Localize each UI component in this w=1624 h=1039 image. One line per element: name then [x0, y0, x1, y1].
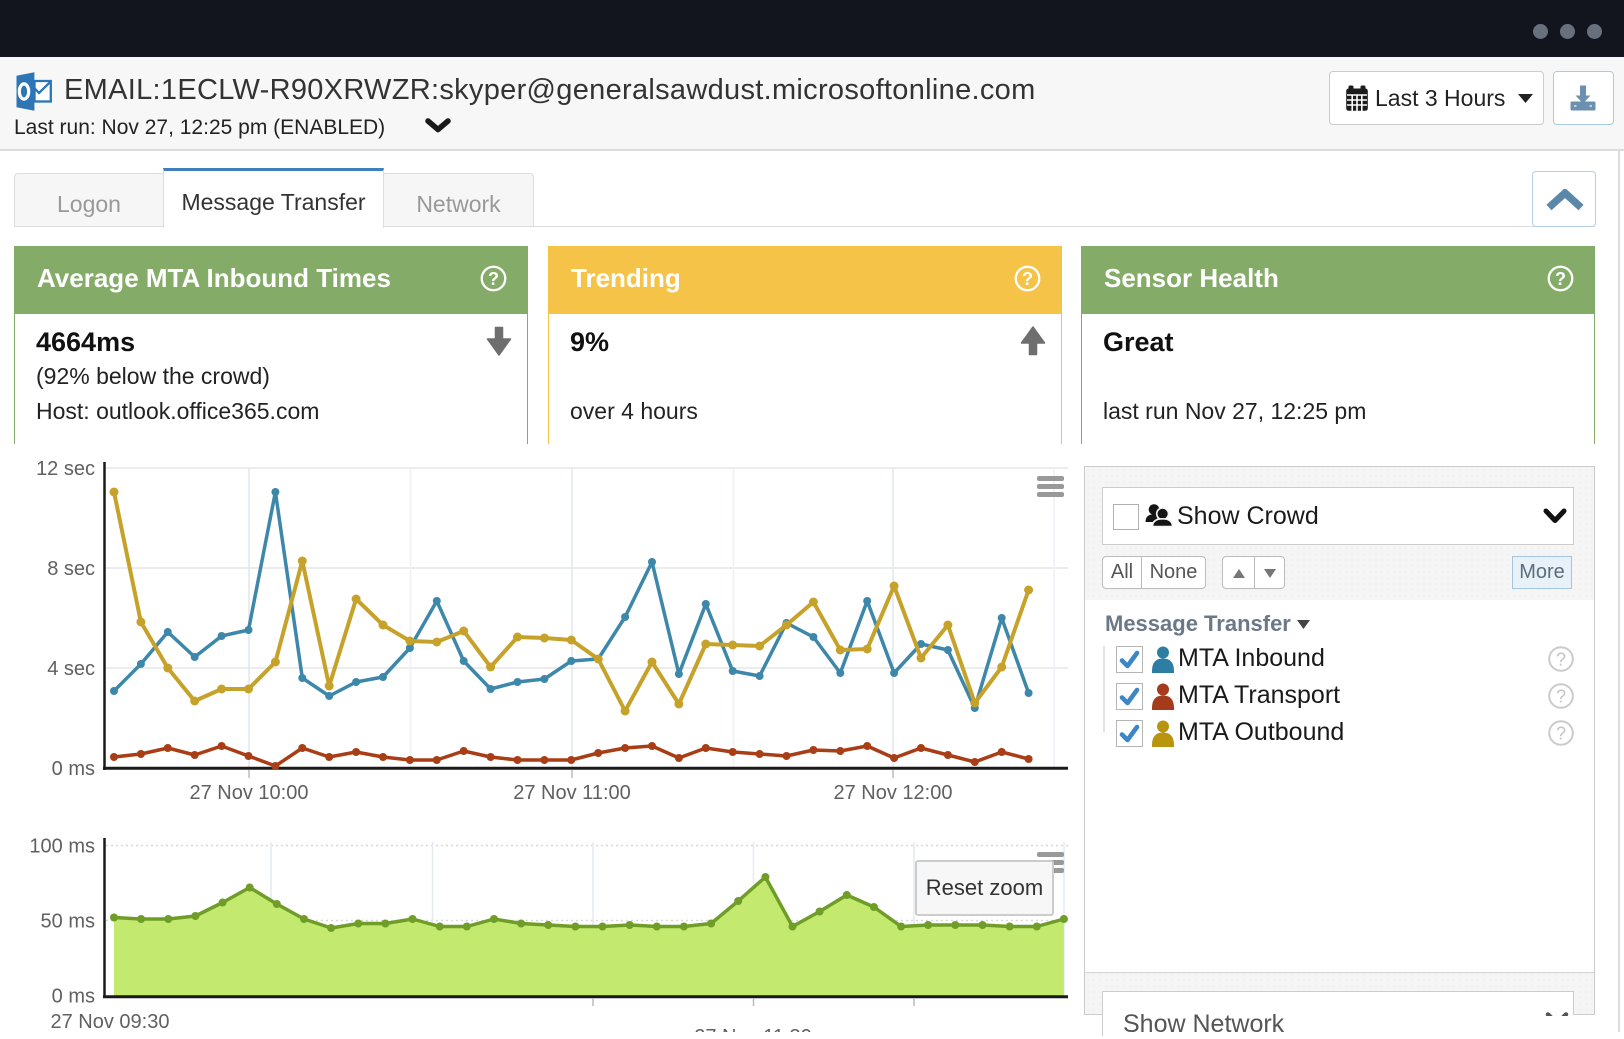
svg-text:?: ?	[1556, 650, 1566, 670]
svg-text:50 ms: 50 ms	[41, 911, 95, 933]
svg-text:0 ms: 0 ms	[52, 986, 95, 1008]
svg-text:?: ?	[1555, 268, 1566, 289]
svg-text:100 ms: 100 ms	[29, 836, 95, 858]
svg-text:27 Nov 11:00: 27 Nov 11:00	[513, 782, 631, 804]
svg-text:27 Nov 10:00: 27 Nov 10:00	[190, 782, 309, 804]
svg-text:?: ?	[488, 268, 499, 289]
svg-text:27 Nov 11:30: 27 Nov 11:30	[694, 1026, 812, 1032]
svg-text:?: ?	[1556, 687, 1566, 707]
svg-text:12 sec: 12 sec	[36, 458, 95, 480]
svg-text:0 ms: 0 ms	[52, 758, 95, 780]
svg-text:4 sec: 4 sec	[47, 658, 95, 680]
svg-text:?: ?	[1022, 268, 1033, 289]
svg-text:?: ?	[1556, 724, 1566, 744]
svg-text:27 Nov 09:30: 27 Nov 09:30	[51, 1011, 170, 1032]
svg-text:8 sec: 8 sec	[47, 558, 95, 580]
svg-text:27 Nov 12:00: 27 Nov 12:00	[834, 782, 953, 804]
